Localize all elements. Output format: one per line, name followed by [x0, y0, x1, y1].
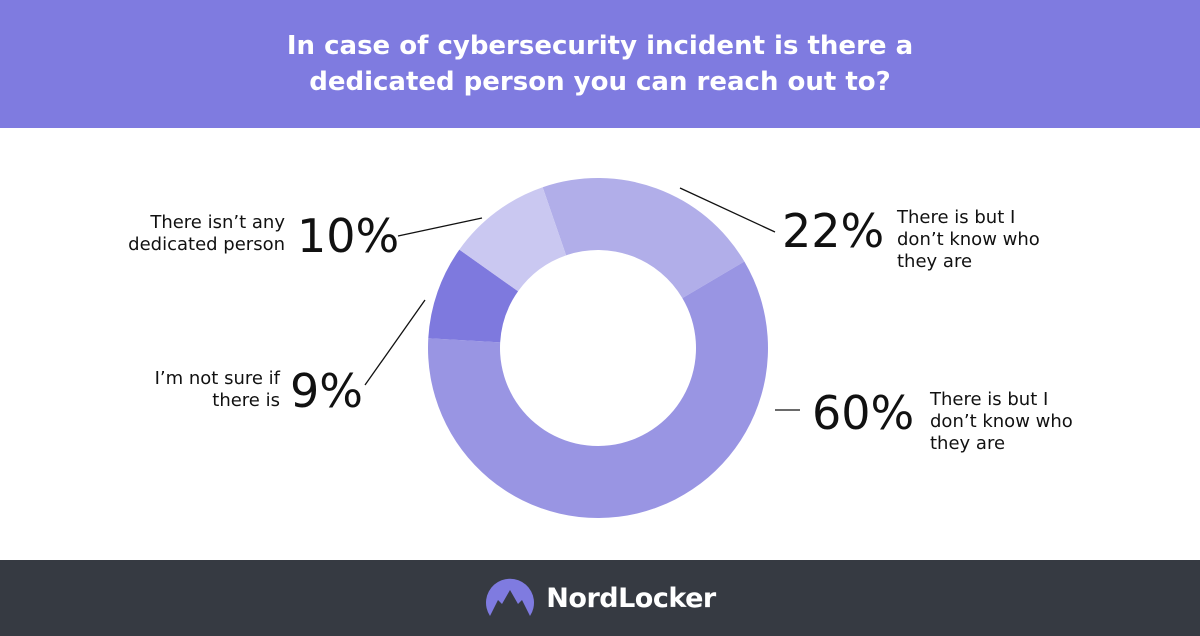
- leader-line-10: [397, 217, 483, 237]
- leader-line-22: [679, 187, 776, 233]
- data-label-9: 9%: [290, 364, 363, 418]
- data-label-10: 10%: [297, 209, 400, 263]
- brand-name: NordLocker: [546, 582, 716, 614]
- donut-slice-22: [542, 178, 745, 299]
- data-label-60: 60%: [812, 386, 915, 440]
- chart-title: In case of cybersecurity incident is the…: [286, 31, 914, 97]
- data-label-22: 22%: [782, 204, 885, 258]
- legend-label-9: I’m not sure if there is: [154, 368, 280, 411]
- legend-label-22: There is but I don’t know who they are: [897, 207, 1040, 272]
- legend-label-60: There is but I don’t know who they are: [930, 389, 1073, 454]
- donut-chart: [364, 178, 800, 519]
- footer: NordLocker: [0, 560, 1200, 636]
- donut-slice-60: [428, 261, 768, 519]
- donut-slice-10: [459, 187, 567, 292]
- legend-label-10: There isn’t any dedicated person: [128, 212, 285, 255]
- nordlocker-logo-icon: [486, 578, 535, 616]
- header: In case of cybersecurity incident is the…: [0, 0, 1200, 128]
- leader-line-9: [364, 299, 426, 386]
- donut-slice-9: [428, 249, 519, 343]
